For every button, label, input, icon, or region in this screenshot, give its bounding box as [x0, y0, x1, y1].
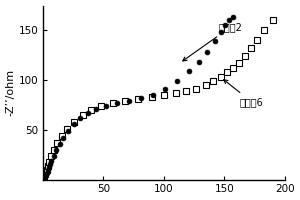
Text: 实施例2: 实施例2 — [183, 22, 242, 61]
Y-axis label: -Z’’/ohm: -Z’’/ohm — [6, 69, 16, 116]
Text: 实施例6: 实施例6 — [224, 80, 264, 107]
